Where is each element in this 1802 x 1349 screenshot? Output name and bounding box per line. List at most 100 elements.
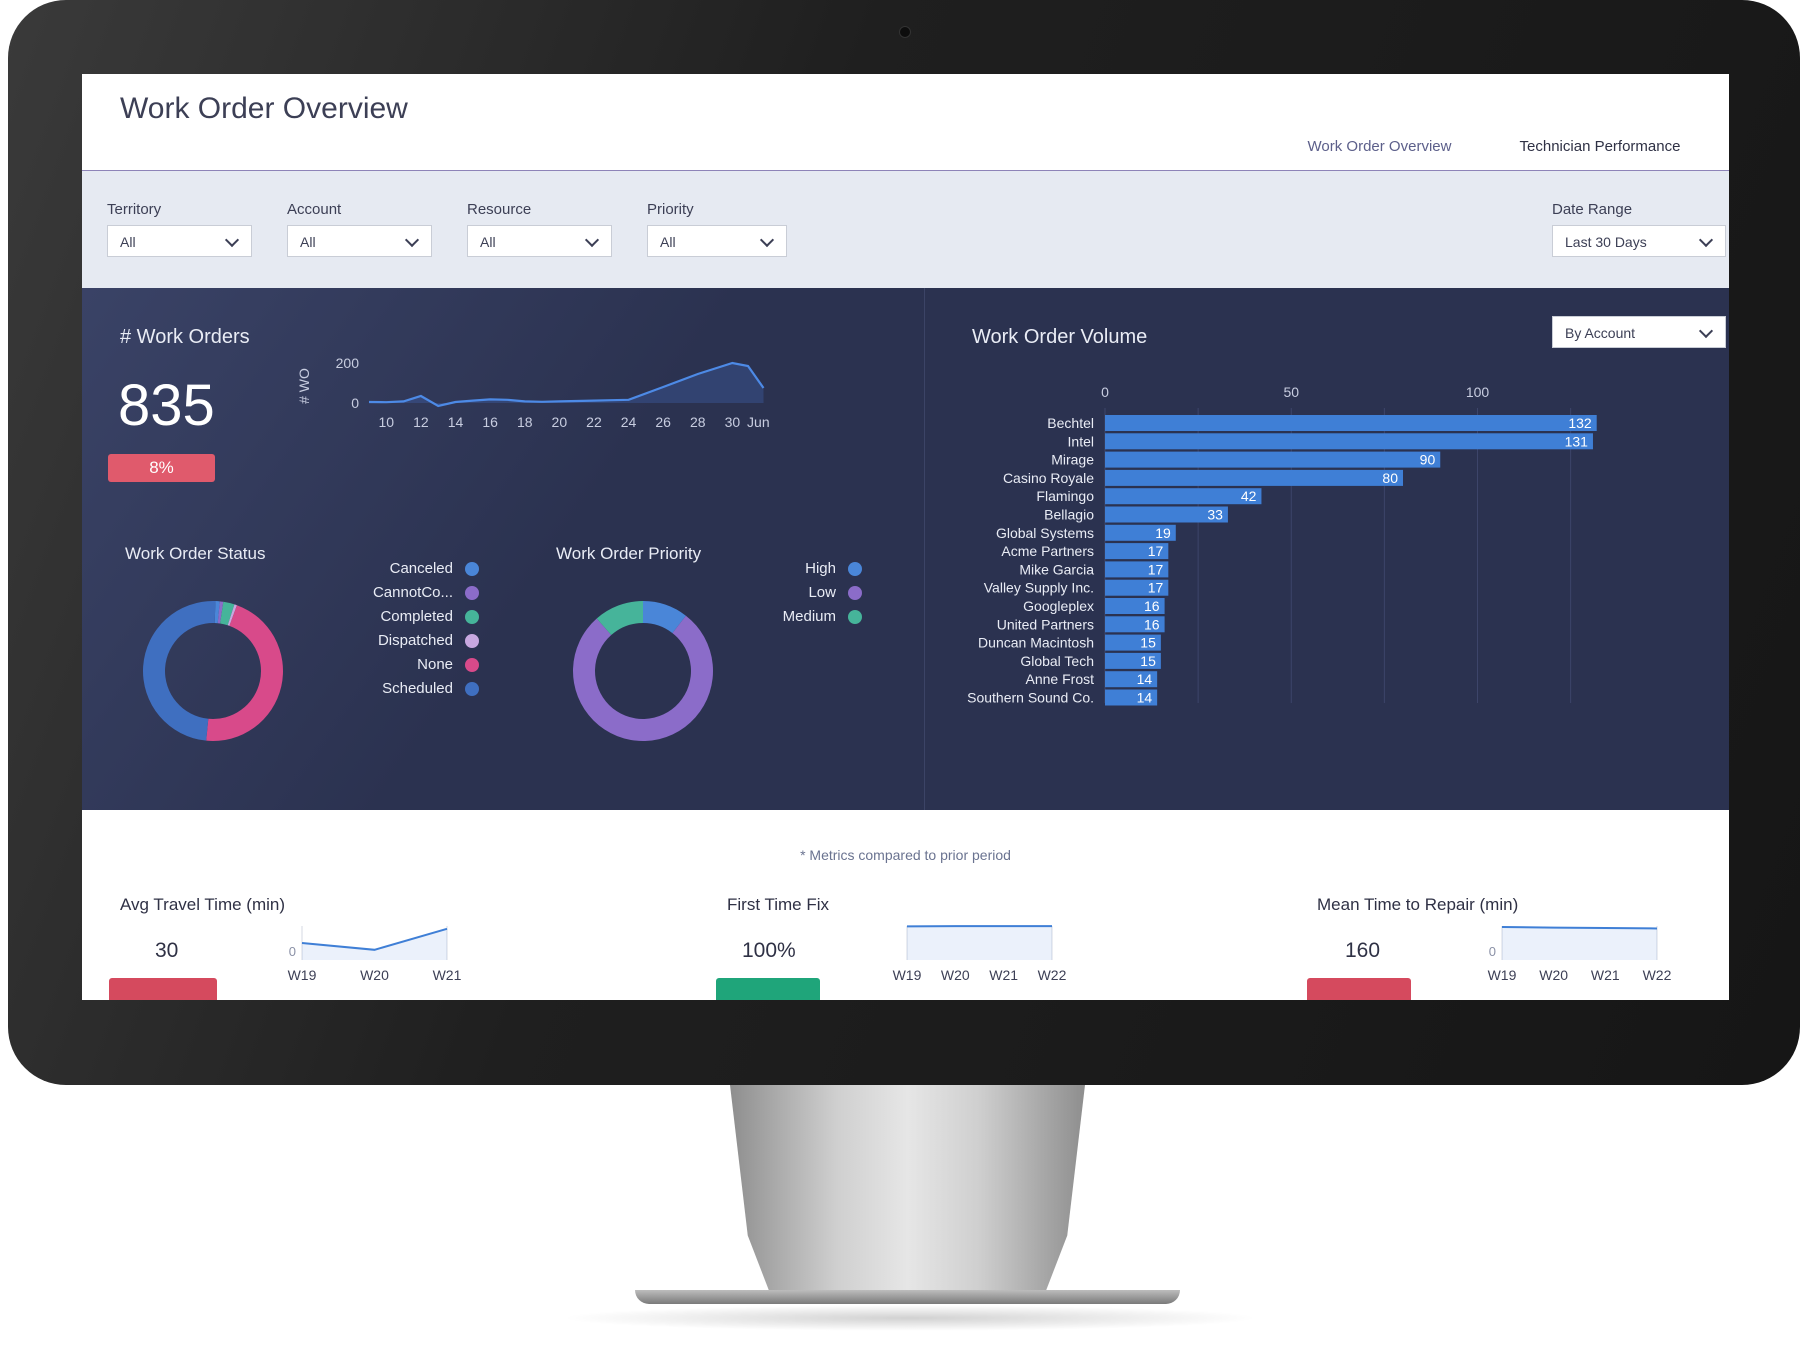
- chevron-down-icon: [224, 232, 240, 248]
- donut-slice: [573, 615, 713, 741]
- donut-slice: [142, 601, 216, 741]
- volume-value-label: 14: [1137, 671, 1153, 687]
- priority-title: Work Order Priority: [556, 544, 702, 563]
- volume-category-label: Intel: [1068, 433, 1094, 449]
- legend-dot: [465, 610, 479, 624]
- volume-category-label: Valley Supply Inc.: [984, 580, 1094, 596]
- spark-xtick-label: W22: [1038, 967, 1067, 983]
- donut-slice: [217, 601, 224, 624]
- work-orders-trend-chart: # WO 0 200 10 12 14 16 18 20 22 24 26 28 30 Jun: [297, 358, 770, 430]
- spark-xtick-label: W21: [1591, 967, 1620, 983]
- volume-bar: [1105, 415, 1597, 431]
- legend-dot: [465, 562, 479, 576]
- account-label: Account: [287, 201, 342, 218]
- trend-xtick-label: 28: [690, 414, 706, 430]
- donut-slice: [227, 604, 237, 626]
- volume-grouping-select[interactable]: By Account: [1552, 316, 1726, 348]
- volume-value-label: 16: [1144, 598, 1160, 614]
- spark-ytick-label: 0: [1489, 944, 1496, 959]
- filter-bar: Territory All Account All Resource All P…: [82, 171, 1729, 288]
- volume-bar: [1105, 506, 1228, 523]
- spark-xtick-label: W20: [360, 967, 389, 983]
- status-title: Work Order Status: [125, 544, 266, 563]
- volume-bar: [1105, 616, 1165, 633]
- spark-ytick-label: 0: [289, 944, 296, 959]
- chevron-down-icon: [584, 232, 600, 248]
- trend-xtick-label: 30: [725, 414, 741, 430]
- trend-area: [369, 363, 764, 406]
- trend-xtick-label: 16: [482, 414, 498, 430]
- trend-xtick-label: 26: [655, 414, 671, 430]
- resource-filter: Resource All: [467, 201, 612, 257]
- legend-dot: [848, 586, 862, 600]
- volume-category-label: Southern Sound Co.: [967, 690, 1094, 706]
- legend-label: None: [417, 656, 453, 673]
- priority-select[interactable]: All: [647, 225, 787, 257]
- territory-select-value: All: [120, 234, 136, 250]
- legend-label: Canceled: [389, 560, 453, 577]
- date-range-select[interactable]: Last 30 Days: [1552, 225, 1726, 257]
- trend-ytick-label: 200: [336, 358, 360, 371]
- legend-label: Completed: [380, 608, 453, 625]
- date-range-label: Date Range: [1552, 201, 1633, 218]
- volume-bar: [1105, 689, 1158, 706]
- volume-category-label: Global Systems: [996, 525, 1094, 541]
- volume-category-label: Casino Royale: [1003, 470, 1094, 486]
- trend-xtick-label: 22: [586, 414, 602, 430]
- metrics-section: * Metrics compared to prior period Avg T…: [82, 810, 1729, 1000]
- work-orders-count: 835: [118, 373, 215, 438]
- donut-slice: [596, 601, 643, 635]
- priority-donut-chart: [573, 601, 713, 741]
- trend-ytick-label: 0: [351, 395, 359, 411]
- volume-category-label: Mirage: [1051, 452, 1094, 468]
- avg-travel-time-value: 30: [155, 939, 179, 962]
- spark-xtick-label: W22: [1643, 967, 1672, 983]
- priority-select-value: All: [660, 234, 676, 250]
- territory-label: Territory: [107, 201, 162, 218]
- stand-shadow: [560, 1305, 1260, 1331]
- date-range-select-value: Last 30 Days: [1565, 234, 1647, 250]
- volume-value-label: 15: [1140, 635, 1156, 651]
- volume-xtick-label: 0: [1101, 384, 1109, 400]
- chevron-down-icon: [1698, 323, 1714, 339]
- legend-label: CannotCo...: [372, 584, 453, 601]
- volume-category-label: Duncan Macintosh: [978, 635, 1094, 651]
- volume-value-label: 14: [1137, 690, 1153, 706]
- legend-label: Scheduled: [382, 680, 453, 697]
- tab-technician-performance[interactable]: Technician Performance: [1519, 138, 1681, 155]
- volume-bar: [1105, 524, 1176, 541]
- volume-category-label: Googleplex: [1023, 598, 1094, 614]
- trend-xtick-label: 18: [517, 414, 533, 430]
- first-time-fix-change-badge: [716, 978, 820, 1000]
- account-select[interactable]: All: [287, 225, 432, 257]
- volume-bar: [1105, 634, 1161, 651]
- volume-value-label: 42: [1241, 488, 1257, 504]
- territory-select[interactable]: All: [107, 225, 252, 257]
- trend-xtick-label: 20: [552, 414, 568, 430]
- header-divider: [82, 170, 1729, 171]
- trend-xtick-label: 10: [379, 414, 395, 430]
- page-title: Work Order Overview: [120, 92, 408, 125]
- donut-slice: [643, 601, 686, 634]
- camera-dot: [899, 26, 911, 38]
- volume-category-label: Bechtel: [1047, 415, 1094, 431]
- spark-xtick-label: W19: [288, 967, 317, 983]
- spark-xtick-label: W20: [1539, 967, 1568, 983]
- resource-select[interactable]: All: [467, 225, 612, 257]
- volume-category-label: Anne Frost: [1026, 671, 1095, 687]
- chevron-down-icon: [1698, 232, 1714, 248]
- resource-label: Resource: [467, 201, 532, 218]
- trend-xtick-label: 24: [621, 414, 637, 430]
- donut-slice: [206, 605, 284, 741]
- volume-xtick-label: 100: [1466, 384, 1490, 400]
- dashboard-header: Work Order Overview Work Order Overview …: [82, 74, 1729, 173]
- tab-work-order-overview[interactable]: Work Order Overview: [1274, 134, 1485, 173]
- volume-value-label: 132: [1568, 415, 1592, 431]
- legend-label: Dispatched: [377, 632, 453, 649]
- legend-label: High: [805, 560, 836, 577]
- donut-slice: [220, 601, 235, 626]
- volume-title: Work Order Volume: [972, 326, 1148, 348]
- first-time-fix-sparkline: W19 W20 W21 W22: [893, 925, 1067, 983]
- priority-label: Priority: [647, 201, 694, 218]
- volume-xtick-label: 50: [1283, 384, 1299, 400]
